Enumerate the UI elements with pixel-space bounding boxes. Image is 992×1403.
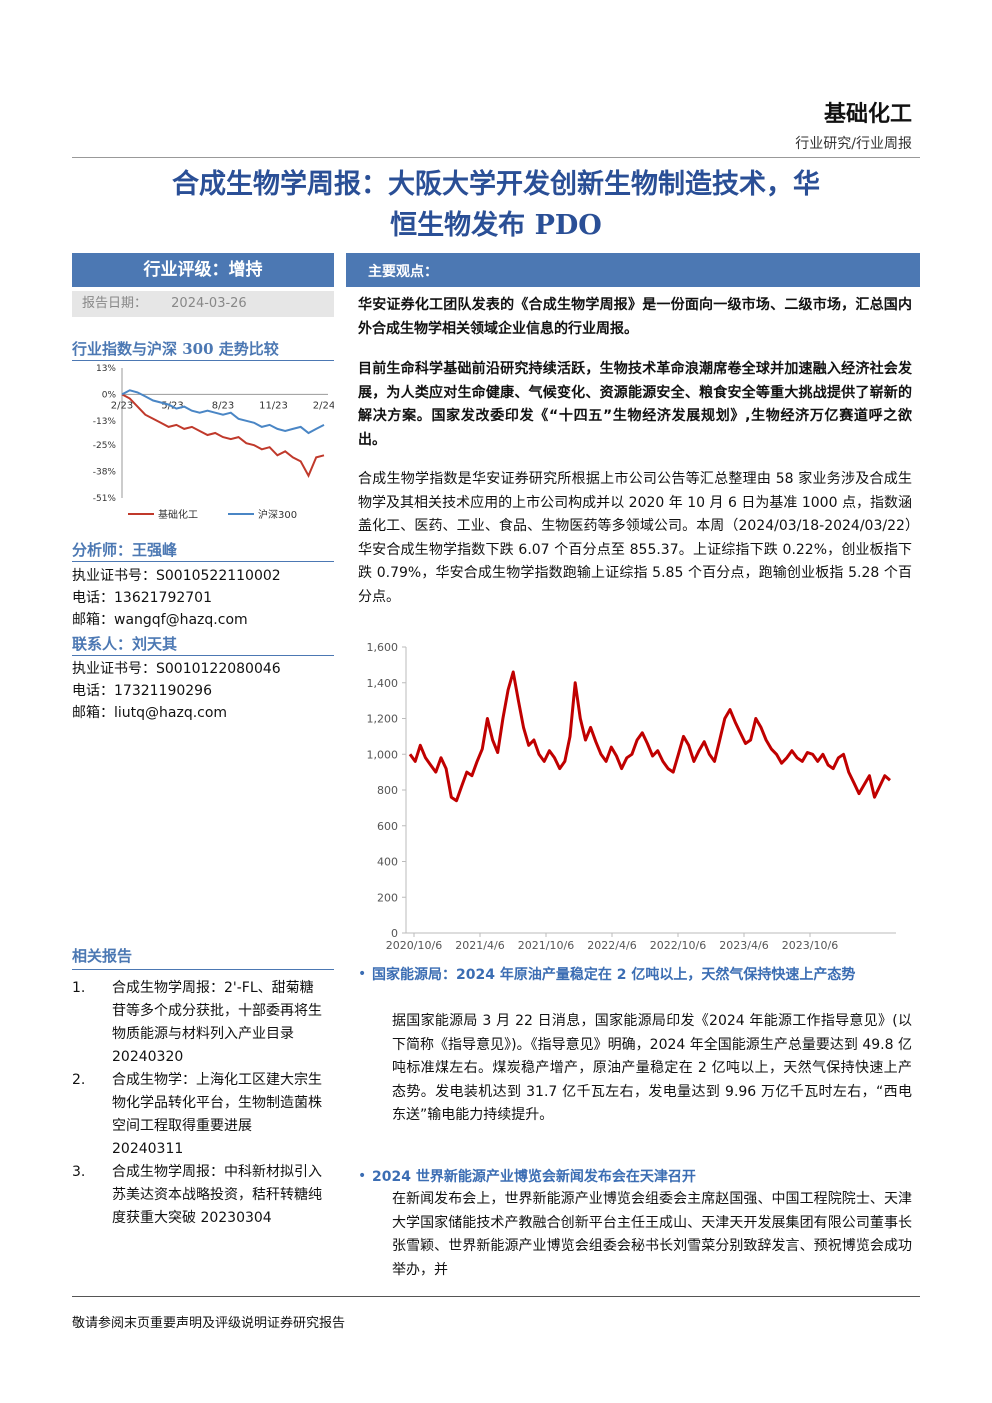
- index-chart-divider: [72, 360, 334, 361]
- y-tick-label: 0: [391, 927, 398, 940]
- news-2-body: 在新闻发布会上，世界新能源产业博览会组委会主席赵国强、中国工程院院士、天津大学国…: [392, 1191, 912, 1278]
- x-tick-label: 2/23: [111, 400, 133, 411]
- report-date-value: 2024-03-26: [171, 296, 247, 311]
- y-tick-label: -13%: [93, 417, 117, 427]
- analyst-info: 执业证书号：S0010522110002 电话：13621792701 邮箱：w…: [72, 565, 334, 631]
- y-tick-label: 0%: [102, 390, 117, 400]
- series-line-sector: [121, 393, 325, 479]
- report-date-label: 报告日期：: [82, 296, 148, 311]
- y-tick-label: -51%: [93, 494, 117, 504]
- report-date: 报告日期： 2024-03-26: [72, 291, 334, 317]
- main-points-label: 主要观点：: [368, 264, 438, 280]
- x-tick-label: 8/23: [212, 400, 234, 411]
- series-line-hs300: [121, 389, 325, 435]
- contact-email[interactable]: 邮箱：liutq@hazq.com: [72, 705, 228, 721]
- y-tick-label: 1,600: [367, 641, 399, 654]
- x-tick-label: 2023/10/6: [782, 939, 838, 952]
- related-reports-divider: [72, 969, 334, 970]
- x-tick-label: 11/23: [259, 400, 288, 411]
- contact-license: 执业证书号：S0010122080046: [72, 661, 281, 677]
- report-text: 合成生物学：上海化工区建大宗生物化学品转化平台，生物制造菌株空间工程取得重要进展…: [112, 1072, 322, 1157]
- y-tick-label: 1,200: [367, 713, 399, 726]
- news-1-title[interactable]: 国家能源局：2024 年原油产量稳定在 2 亿吨以上，天然气保持快速上产态势: [372, 967, 856, 983]
- intro-paragraph: 华安证券化工团队发表的《合成生物学周报》是一份面向一级市场、二级市场，汇总国内外…: [358, 297, 912, 337]
- analyst-title: 分析师：王强峰: [72, 541, 178, 559]
- report-number: 3.: [72, 1164, 86, 1180]
- analyst-license: 执业证书号：S0010522110002: [72, 568, 281, 584]
- x-tick-label: 2021/4/6: [455, 939, 504, 952]
- related-reports-list: 1. 合成生物学周报：2'-FL、甜菊糖苷等多个成分获批，十部委再将生物质能源与…: [72, 977, 334, 1230]
- contact-info: 执业证书号：S0010122080046 电话：17321190296 邮箱：l…: [72, 658, 334, 724]
- analyst-email[interactable]: 邮箱：wangqf@hazq.com: [72, 612, 248, 628]
- index-paragraph: 合成生物学指数是华安证券研究所根据上市公司公告等汇总整理由 58 家业务涉及合成…: [358, 471, 912, 605]
- background-paragraph: 目前生命科学基础前沿研究持续活跃，生物技术革命浪潮席卷全球并加速融入经济社会发展…: [358, 361, 912, 448]
- main-points-header: 主要观点：: [346, 253, 920, 287]
- x-tick-label: 2/24: [313, 400, 334, 411]
- industry-rating: 行业评级：增持: [72, 253, 334, 287]
- sector-name: 基础化工: [823, 101, 912, 127]
- x-tick-label: 2020/10/6: [386, 939, 442, 952]
- related-report-item[interactable]: 3. 合成生物学周报：中科新材拟引入苏美达资本战略投资，秸秆转糖纯度获重大突破 …: [72, 1161, 334, 1230]
- y-tick-label: 400: [377, 856, 398, 869]
- y-tick-label: 1,000: [367, 748, 399, 761]
- report-number: 1.: [72, 980, 86, 996]
- title-line-1: 合成生物学周报：大阪大学开发创新生物制造技术，华: [172, 169, 820, 200]
- y-tick-label: -38%: [93, 468, 117, 478]
- x-tick-label: 2022/10/6: [650, 939, 706, 952]
- legend-label: 沪深300: [258, 508, 297, 521]
- related-report-item[interactable]: 2. 合成生物学：上海化工区建大宗生物化学品转化平台，生物制造菌株空间工程取得重…: [72, 1069, 334, 1161]
- related-reports-title: 相关报告: [72, 947, 133, 965]
- x-tick-label: 2023/4/6: [719, 939, 768, 952]
- y-tick-label: 1,400: [367, 677, 399, 690]
- analyst-divider: [72, 561, 334, 562]
- header-divider: [72, 157, 920, 158]
- bullet-icon: •: [358, 966, 367, 982]
- y-tick-label: 600: [377, 820, 398, 833]
- report-title: 合成生物学周报：大阪大学开发创新生物制造技术，华 恒生物发布 PDO: [72, 164, 920, 246]
- index-comparison-chart: 13%0%-13%-25%-38%-51%2/23 5/23 8/23 11/23 2/…: [93, 364, 334, 521]
- report-text: 合成生物学周报：2'-FL、甜菊糖苷等多个成分获批，十部委再将生物质能源与材料列…: [112, 980, 322, 1065]
- title-line-2: 恒生物发布 PDO: [390, 210, 602, 241]
- news-2-title[interactable]: 2024 世界新能源产业博览会新闻发布会在天津召开: [372, 1169, 696, 1185]
- report-type: 行业研究/行业周报: [795, 136, 912, 152]
- y-tick-label: -25%: [93, 441, 117, 451]
- index-line: [408, 670, 891, 803]
- synbio-index-chart: 0 200 400 600 800 1,000 1,200 1,400 1,600 2020/10…: [367, 641, 896, 952]
- analyst-phone: 电话：13621792701: [72, 590, 212, 606]
- x-tick-label: 2022/4/6: [587, 939, 636, 952]
- contact-divider: [72, 655, 334, 656]
- footer-disclaimer: 敬请参阅末页重要声明及评级说明证券研究报告: [72, 1316, 346, 1331]
- legend-label: 基础化工: [158, 508, 198, 521]
- report-number: 2.: [72, 1072, 86, 1088]
- contact-title: 联系人：刘天其: [72, 635, 178, 653]
- contact-phone: 电话：17321190296: [72, 683, 212, 699]
- report-text: 合成生物学周报：中科新材拟引入苏美达资本战略投资，秸秆转糖纯度获重大突破 202…: [112, 1164, 322, 1226]
- y-tick-label: 13%: [96, 364, 116, 374]
- index-chart-title: 行业指数与沪深 300 走势比较: [72, 340, 279, 358]
- bullet-icon: •: [358, 1168, 367, 1184]
- footer-divider: [72, 1296, 920, 1297]
- related-report-item[interactable]: 1. 合成生物学周报：2'-FL、甜菊糖苷等多个成分获批，十部委再将生物质能源与…: [72, 977, 334, 1069]
- y-tick-label: 800: [377, 784, 398, 797]
- x-tick-label: 2021/10/6: [518, 939, 574, 952]
- y-tick-label: 200: [377, 891, 398, 904]
- news-1-body: 据国家能源局 3 月 22 日消息，国家能源局印发《2024 年能源工作指导意见…: [392, 1013, 912, 1123]
